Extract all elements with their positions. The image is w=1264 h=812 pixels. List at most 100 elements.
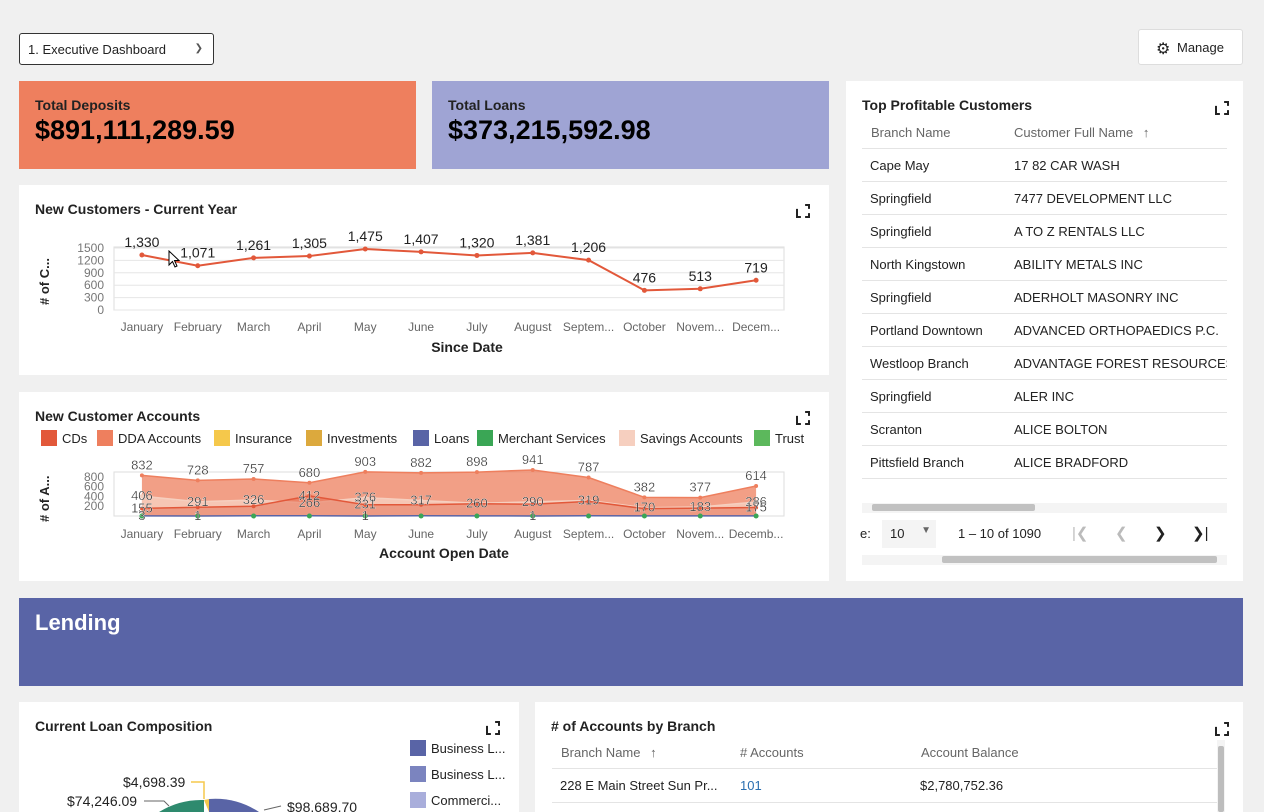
data-label: 155	[131, 500, 153, 515]
legend-item[interactable]: Commerci...	[410, 792, 501, 808]
table-row[interactable]: Scranton ALICE BOLTON	[862, 412, 1227, 445]
data-label: 406	[131, 488, 153, 503]
last-page-icon[interactable]: ❯|	[1192, 525, 1209, 542]
data-point	[586, 257, 592, 263]
dashboard-select[interactable]: 1. Executive Dashboard ❯	[19, 33, 214, 65]
data-label: 183	[689, 499, 711, 514]
data-label: 231	[354, 497, 376, 512]
table-row[interactable]: Springfield A TO Z RENTALS LLC	[862, 214, 1227, 247]
prev-page-icon[interactable]: ❮	[1115, 525, 1128, 542]
expand-icon[interactable]	[1215, 722, 1225, 732]
data-point	[139, 252, 145, 258]
table-row[interactable]: Cape May 17 82 CAR WASH	[862, 148, 1227, 181]
cell-customer: ALICE BOLTON	[1014, 422, 1108, 437]
cell-branch: Springfield	[870, 191, 932, 206]
table-row[interactable]: Portland Downtown ADVANCED ORTHOPAEDICS P…	[862, 313, 1227, 346]
cell-customer: A TO Z RENTALS LLC	[1014, 224, 1145, 239]
legend-swatch	[97, 430, 113, 446]
data-point	[195, 478, 200, 483]
cell-branch: Springfield	[870, 290, 932, 305]
horizontal-scrollbar[interactable]	[862, 555, 1227, 565]
legend-swatch	[413, 430, 429, 446]
x-tick-label: Novem...	[676, 320, 724, 334]
kpi-label: Total Loans	[448, 97, 526, 113]
legend-item[interactable]: Loans	[413, 430, 469, 446]
cell-branch: Cape May	[870, 158, 930, 173]
cell-branch: Westloop Branch	[870, 356, 969, 371]
expand-icon[interactable]	[796, 204, 806, 214]
data-point	[363, 495, 368, 500]
y-axis-label: # of A...	[37, 476, 52, 522]
manage-button[interactable]: ⚙ Manage	[1138, 29, 1243, 65]
column-header-customer[interactable]: Customer Full Name ↑	[1014, 125, 1149, 140]
data-label: 290	[522, 494, 544, 509]
column-header-branch[interactable]: Branch Name	[871, 125, 951, 140]
data-point	[306, 513, 312, 519]
data-label: 757	[243, 461, 265, 476]
cell-customer: ADERHOLT MASONRY INC	[1014, 290, 1179, 305]
legend-item[interactable]: Merchant Services	[477, 430, 606, 446]
legend-item[interactable]: Trust	[754, 430, 804, 446]
data-point	[641, 287, 647, 293]
x-axis-label: Account Open Date	[379, 545, 509, 561]
column-header-accounts[interactable]: # Accounts	[740, 745, 804, 760]
data-point	[362, 513, 368, 519]
column-header-balance[interactable]: Account Balance	[921, 745, 1019, 760]
scrollbar-thumb[interactable]	[942, 556, 1217, 563]
table-row[interactable]: Westloop Branch ADVANTAGE FOREST RESOURCE…	[862, 346, 1227, 379]
y-tick-label: 900	[84, 266, 104, 280]
data-point	[251, 255, 257, 261]
table-row[interactable]: Springfield 7477 DEVELOPMENT LLC	[862, 181, 1227, 214]
legend-item[interactable]: Savings Accounts	[619, 430, 743, 446]
cell-accounts-link[interactable]: 101	[740, 778, 762, 793]
table-row[interactable]: North Kingstown ABILITY METALS INC	[862, 247, 1227, 280]
table-row[interactable]: Springfield ADERHOLT MASONRY INC	[862, 280, 1227, 313]
x-tick-label: March	[237, 320, 270, 334]
divider	[552, 802, 1218, 803]
data-label: 513	[689, 268, 713, 284]
first-page-icon[interactable]: |❮	[1072, 525, 1089, 542]
x-tick-label: May	[354, 320, 377, 334]
y-tick-label: 400	[84, 489, 104, 503]
x-tick-label: May	[354, 527, 377, 541]
accounts-by-branch-card: # of Accounts by Branch Branch Name ↑ # …	[535, 702, 1243, 812]
legend-item[interactable]: Business L...	[410, 740, 505, 756]
next-page-icon[interactable]: ❯	[1154, 525, 1167, 542]
column-header-branch[interactable]: Branch Name ↑	[561, 745, 657, 760]
sort-up-arrow-icon: ↑	[1142, 125, 1150, 140]
x-tick-label: June	[408, 527, 434, 541]
legend-swatch	[41, 430, 57, 446]
table-row[interactable]: Springfield ALER INC	[862, 379, 1227, 412]
page-size-select[interactable]: 10 ▼	[882, 520, 936, 548]
kpi-value: $373,215,592.98	[448, 115, 651, 145]
vertical-scrollbar[interactable]	[1217, 740, 1225, 812]
legend-item[interactable]: Insurance	[214, 430, 292, 446]
legend-item[interactable]: DDA Accounts	[97, 430, 201, 446]
table-row[interactable]: 228 E Main Street Sun Pr... 101 $2,780,7…	[552, 769, 1218, 802]
expand-icon[interactable]	[1215, 101, 1225, 111]
series-line	[141, 495, 757, 510]
column-header-label: Customer Full Name	[1014, 125, 1134, 140]
cell-customer: 7477 DEVELOPMENT LLC	[1014, 191, 1172, 206]
horizontal-scrollbar[interactable]	[862, 503, 1227, 513]
table-row[interactable]: Pittsfield Branch ALICE BRADFORD	[862, 445, 1227, 478]
data-point	[586, 513, 592, 519]
legend-item[interactable]: Business L...	[410, 766, 505, 782]
section-title: Lending	[35, 610, 121, 635]
series-area	[141, 495, 757, 516]
data-label: 266	[299, 495, 321, 510]
data-label: 680	[299, 465, 321, 480]
page-size-label: e:	[860, 526, 871, 541]
legend-item[interactable]: CDs	[41, 430, 87, 446]
y-tick-label: 0	[97, 303, 104, 317]
expand-icon[interactable]	[796, 411, 806, 421]
legend-item[interactable]: Investments	[306, 430, 397, 446]
scrollbar-thumb[interactable]	[872, 504, 1035, 511]
data-label: 3	[138, 508, 145, 523]
kpi-total-loans: Total Loans $373,215,592.98	[432, 81, 829, 169]
legend-label: Trust	[775, 431, 805, 446]
data-point	[251, 504, 256, 509]
new-accounts-card: New Customer Accounts CDs DDA Accounts Ins…	[19, 392, 829, 581]
scrollbar-thumb[interactable]	[1218, 746, 1224, 812]
